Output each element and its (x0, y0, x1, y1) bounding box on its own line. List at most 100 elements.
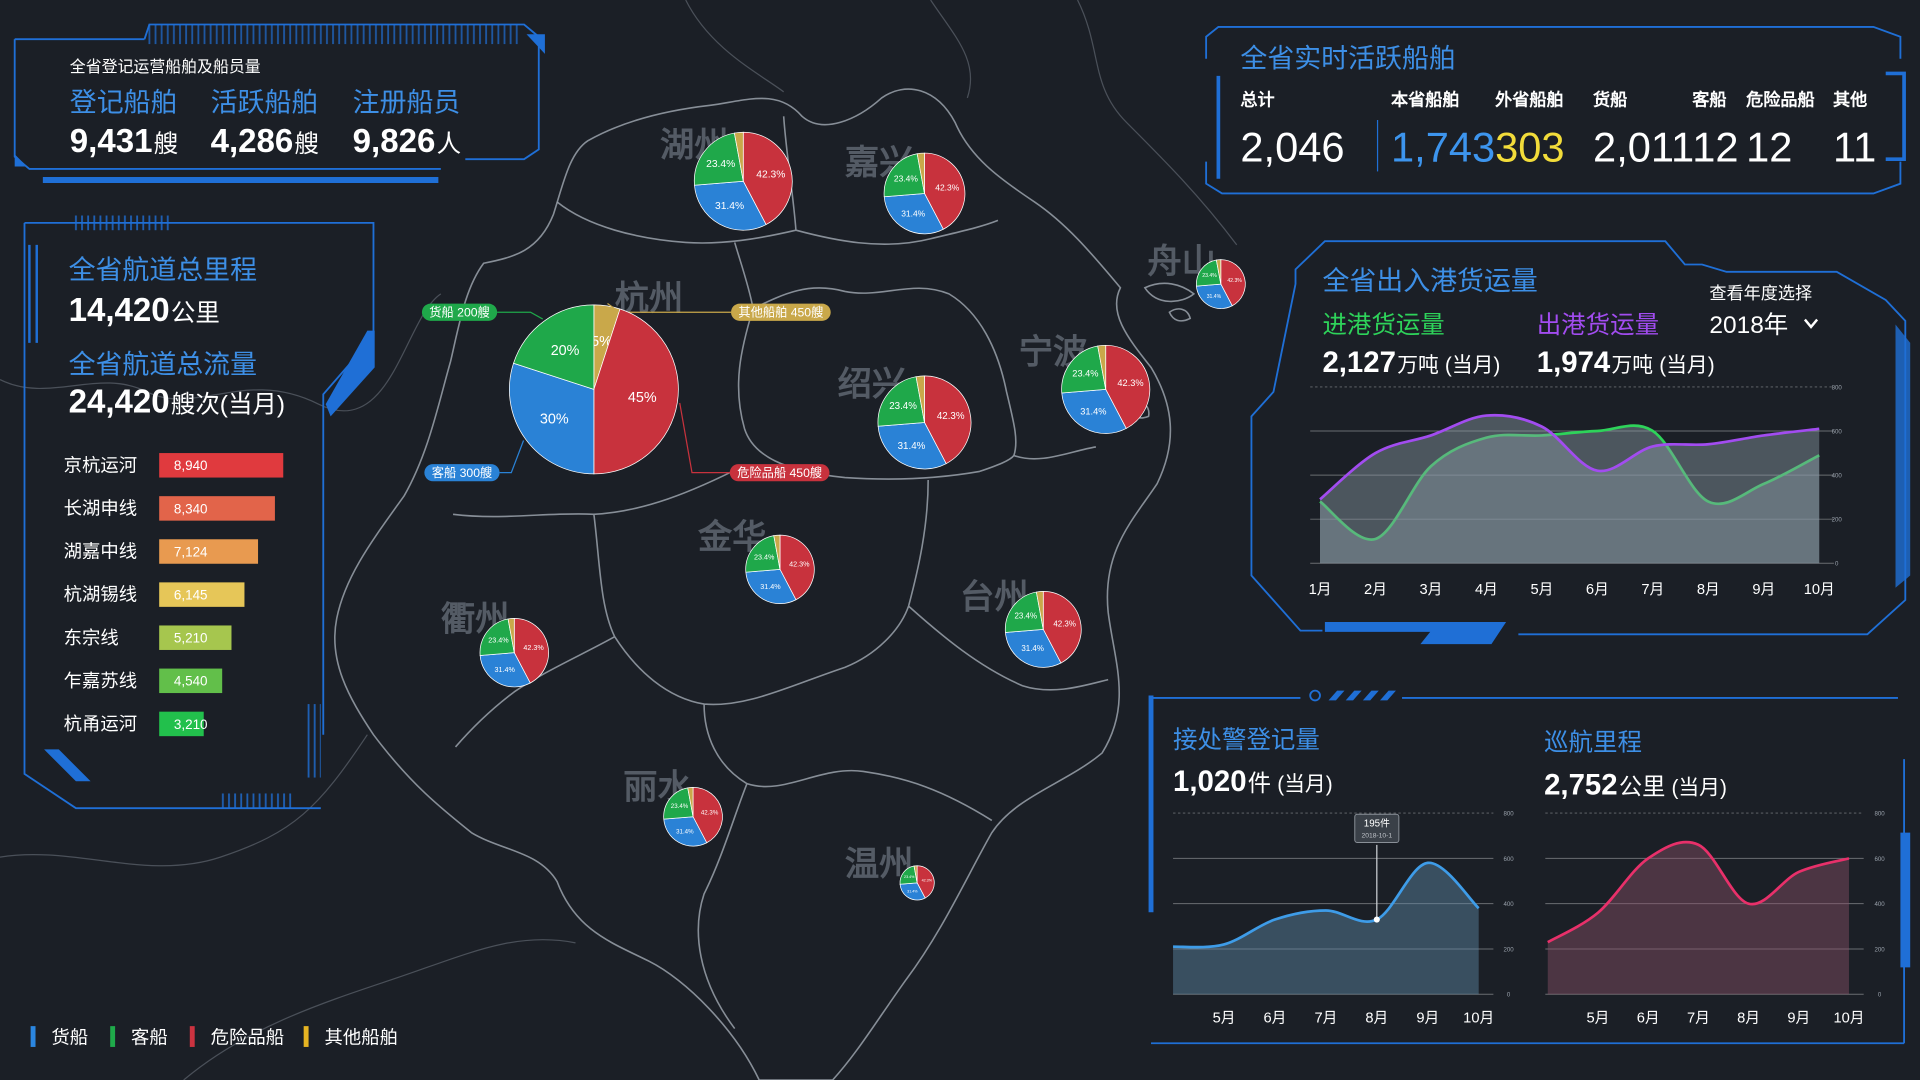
pie-slice (924, 375, 972, 465)
pie-label: 31.4% (715, 201, 744, 212)
pie-slice (694, 180, 767, 231)
legend-swatch (189, 1026, 195, 1047)
bar-value-label: 7,124 (174, 544, 208, 559)
pie-label: 42.3% (523, 643, 544, 652)
bar-value-label: 4,540 (174, 674, 208, 689)
bar (159, 453, 284, 478)
stat-label: 全省航道总里程 (69, 255, 257, 285)
pie-label: 31.4% (901, 208, 925, 218)
stat-label: 注册船员 (353, 87, 461, 117)
callout-box (424, 464, 500, 482)
panel-frame (1250, 240, 1911, 645)
bar (159, 496, 275, 521)
x-tick-label: 9月 (1752, 582, 1775, 598)
stat-unit: 万吨 (1397, 354, 1439, 377)
legend-swatch (30, 1026, 36, 1047)
pie-label: 42.3% (1053, 619, 1076, 628)
bar (159, 582, 245, 607)
pie-label: 45% (628, 390, 657, 406)
y-tick-label: 0 (1507, 992, 1511, 999)
pie-label: 31.4% (1080, 406, 1106, 416)
pie-slice (663, 816, 708, 847)
stat-unit: 公里 (1619, 774, 1666, 800)
y-tick-label: 200 (1874, 946, 1885, 953)
pie-slice (916, 152, 925, 194)
x-tick-label: 4月 (1475, 582, 1498, 598)
pie-label: 42.3% (922, 879, 933, 883)
pie-slice (899, 882, 926, 901)
pie-slice (773, 534, 781, 570)
panel-title: 接处警登记量 (1173, 726, 1320, 754)
pie-label: 42.3% (1117, 378, 1143, 388)
year-selector[interactable]: 2018年 (1709, 311, 1788, 339)
callout-box (731, 303, 831, 321)
pie-slice (1196, 259, 1222, 287)
stat-value: 2,752公里 (当月) (1544, 769, 1727, 802)
x-tick-label: 8月 (1697, 582, 1720, 598)
dropdown-arrow[interactable] (1803, 318, 1819, 329)
pie-slice (877, 376, 925, 427)
pie-label: 31.4% (676, 828, 694, 835)
x-tick-label: 10月 (1804, 582, 1835, 598)
panel-frame (1148, 689, 1911, 1045)
pie-slice (663, 787, 694, 820)
x-tick-label: 6月 (1586, 582, 1609, 598)
stat-number: 2,127 (1322, 346, 1396, 379)
pie-slice (1220, 259, 1246, 307)
panel-title: 巡航里程 (1544, 729, 1642, 757)
pie-slice (593, 308, 679, 475)
stat-number: 9,431 (70, 123, 153, 160)
pie-label: 23.4% (894, 174, 918, 184)
stat-value: 1,743 (1391, 124, 1495, 171)
legend-label: 货船 (51, 1026, 88, 1047)
x-tick-label: 7月 (1687, 1010, 1710, 1026)
bar-value-label: 3,210 (174, 717, 208, 732)
pie-label: 23.4% (754, 552, 775, 561)
bar-category: 杭湖锡线 (64, 584, 137, 605)
stat-period: (当月) (1671, 777, 1726, 800)
x-tick-label: 8月 (1737, 1010, 1760, 1026)
y-tick-label: 400 (1503, 901, 1514, 908)
x-tick-label: 9月 (1416, 1010, 1439, 1026)
stat-unit: 公里 (171, 300, 220, 327)
bar-category: 乍嘉苏线 (64, 670, 137, 691)
stat-label: 外省船舶 (1495, 89, 1564, 109)
pie-slice (1004, 591, 1044, 633)
y-tick-label: 200 (1503, 946, 1514, 953)
area-fill (1320, 425, 1820, 564)
stat-value: 11 (1833, 124, 1876, 171)
x-tick-label: 7月 (1314, 1010, 1337, 1026)
panel-frame (23, 215, 375, 810)
series-label: 出港货运量 (1537, 311, 1659, 339)
pie-label: 42.3% (789, 560, 810, 569)
bar-category: 长湖申线 (64, 498, 137, 519)
line (1547, 840, 1850, 944)
pie-slice (1042, 591, 1082, 664)
pie-label: 42.3% (935, 182, 959, 192)
pie-label: 31.4% (898, 441, 926, 452)
legend-swatch (110, 1026, 116, 1047)
stat-value: 12 (1692, 124, 1738, 171)
stat-number: 9,826 (353, 123, 436, 160)
stat-number: 24,420 (69, 384, 170, 421)
stat-label: 活跃船舶 (211, 87, 319, 117)
series-label: 进港货运量 (1322, 311, 1444, 339)
panel-frame (1205, 26, 1906, 195)
pie-slice (1061, 389, 1127, 434)
pie-label: 42.3% (701, 809, 719, 816)
x-tick-label: 10月 (1833, 1010, 1864, 1026)
pie-label: 31.4% (760, 582, 781, 591)
x-tick-label: 5月 (1587, 1010, 1610, 1026)
callout-label: 其他船舶 450艘 (738, 305, 823, 320)
stat-number: 2,752 (1544, 769, 1618, 802)
stat-number: 1,020 (1173, 765, 1247, 798)
stat-value: 9,431艘 (70, 123, 178, 160)
stat-value: 2,127万吨 (当月) (1322, 346, 1500, 379)
y-tick-label: 800 (1832, 384, 1843, 391)
stat-unit: 艘次(当月) (171, 391, 285, 419)
stat-number: 1,974 (1537, 346, 1611, 379)
pie-slice (924, 152, 966, 230)
x-tick-label: 7月 (1641, 582, 1664, 598)
x-tick-label: 3月 (1420, 582, 1443, 598)
